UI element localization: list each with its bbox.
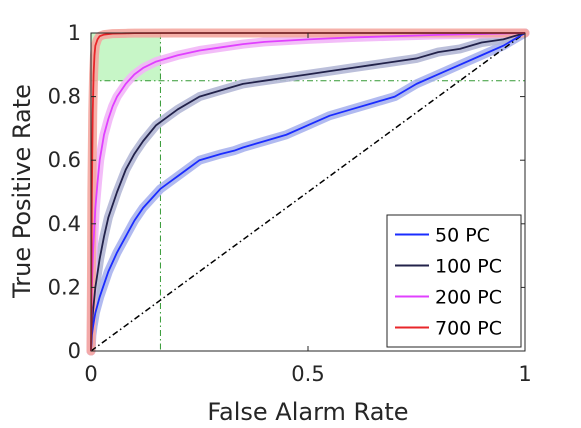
legend-box — [386, 214, 522, 348]
tick-labels: 0 0.5 1 0 0.2 0.4 0.6 0.8 1 — [48, 21, 532, 386]
series-line-50-pc — [90, 32, 526, 352]
x-tick-label: 0.5 — [291, 362, 324, 386]
y-tick-label: 0 — [68, 339, 81, 363]
series-line-200-pc — [90, 32, 526, 352]
axes — [90, 32, 526, 352]
y-tick-label: 0.2 — [48, 275, 81, 299]
x-axis-label: False Alarm Rate — [207, 398, 408, 426]
x-tick-label: 1 — [518, 362, 531, 386]
series-line-100-pc — [90, 32, 526, 352]
legend-label-700-pc: 700 PC — [435, 318, 502, 340]
legend-label-50-pc: 50 PC — [435, 225, 490, 247]
x-tick-label: 0 — [84, 362, 97, 386]
legend-label-200-pc: 200 PC — [435, 287, 502, 309]
y-tick-label: 0.6 — [48, 148, 81, 172]
chance-line — [90, 32, 526, 352]
y-tick-label: 0.4 — [48, 212, 81, 236]
target-region — [91, 33, 161, 81]
y-tick-label: 1 — [68, 21, 81, 45]
legend: 50 PC 100 PC 200 PC 700 PC — [386, 214, 522, 348]
y-axis-label: True Positive Rate — [8, 84, 36, 299]
legend-label-100-pc: 100 PC — [435, 256, 502, 278]
y-tick-label: 0.8 — [48, 85, 81, 109]
target-region-layer — [91, 33, 525, 351]
